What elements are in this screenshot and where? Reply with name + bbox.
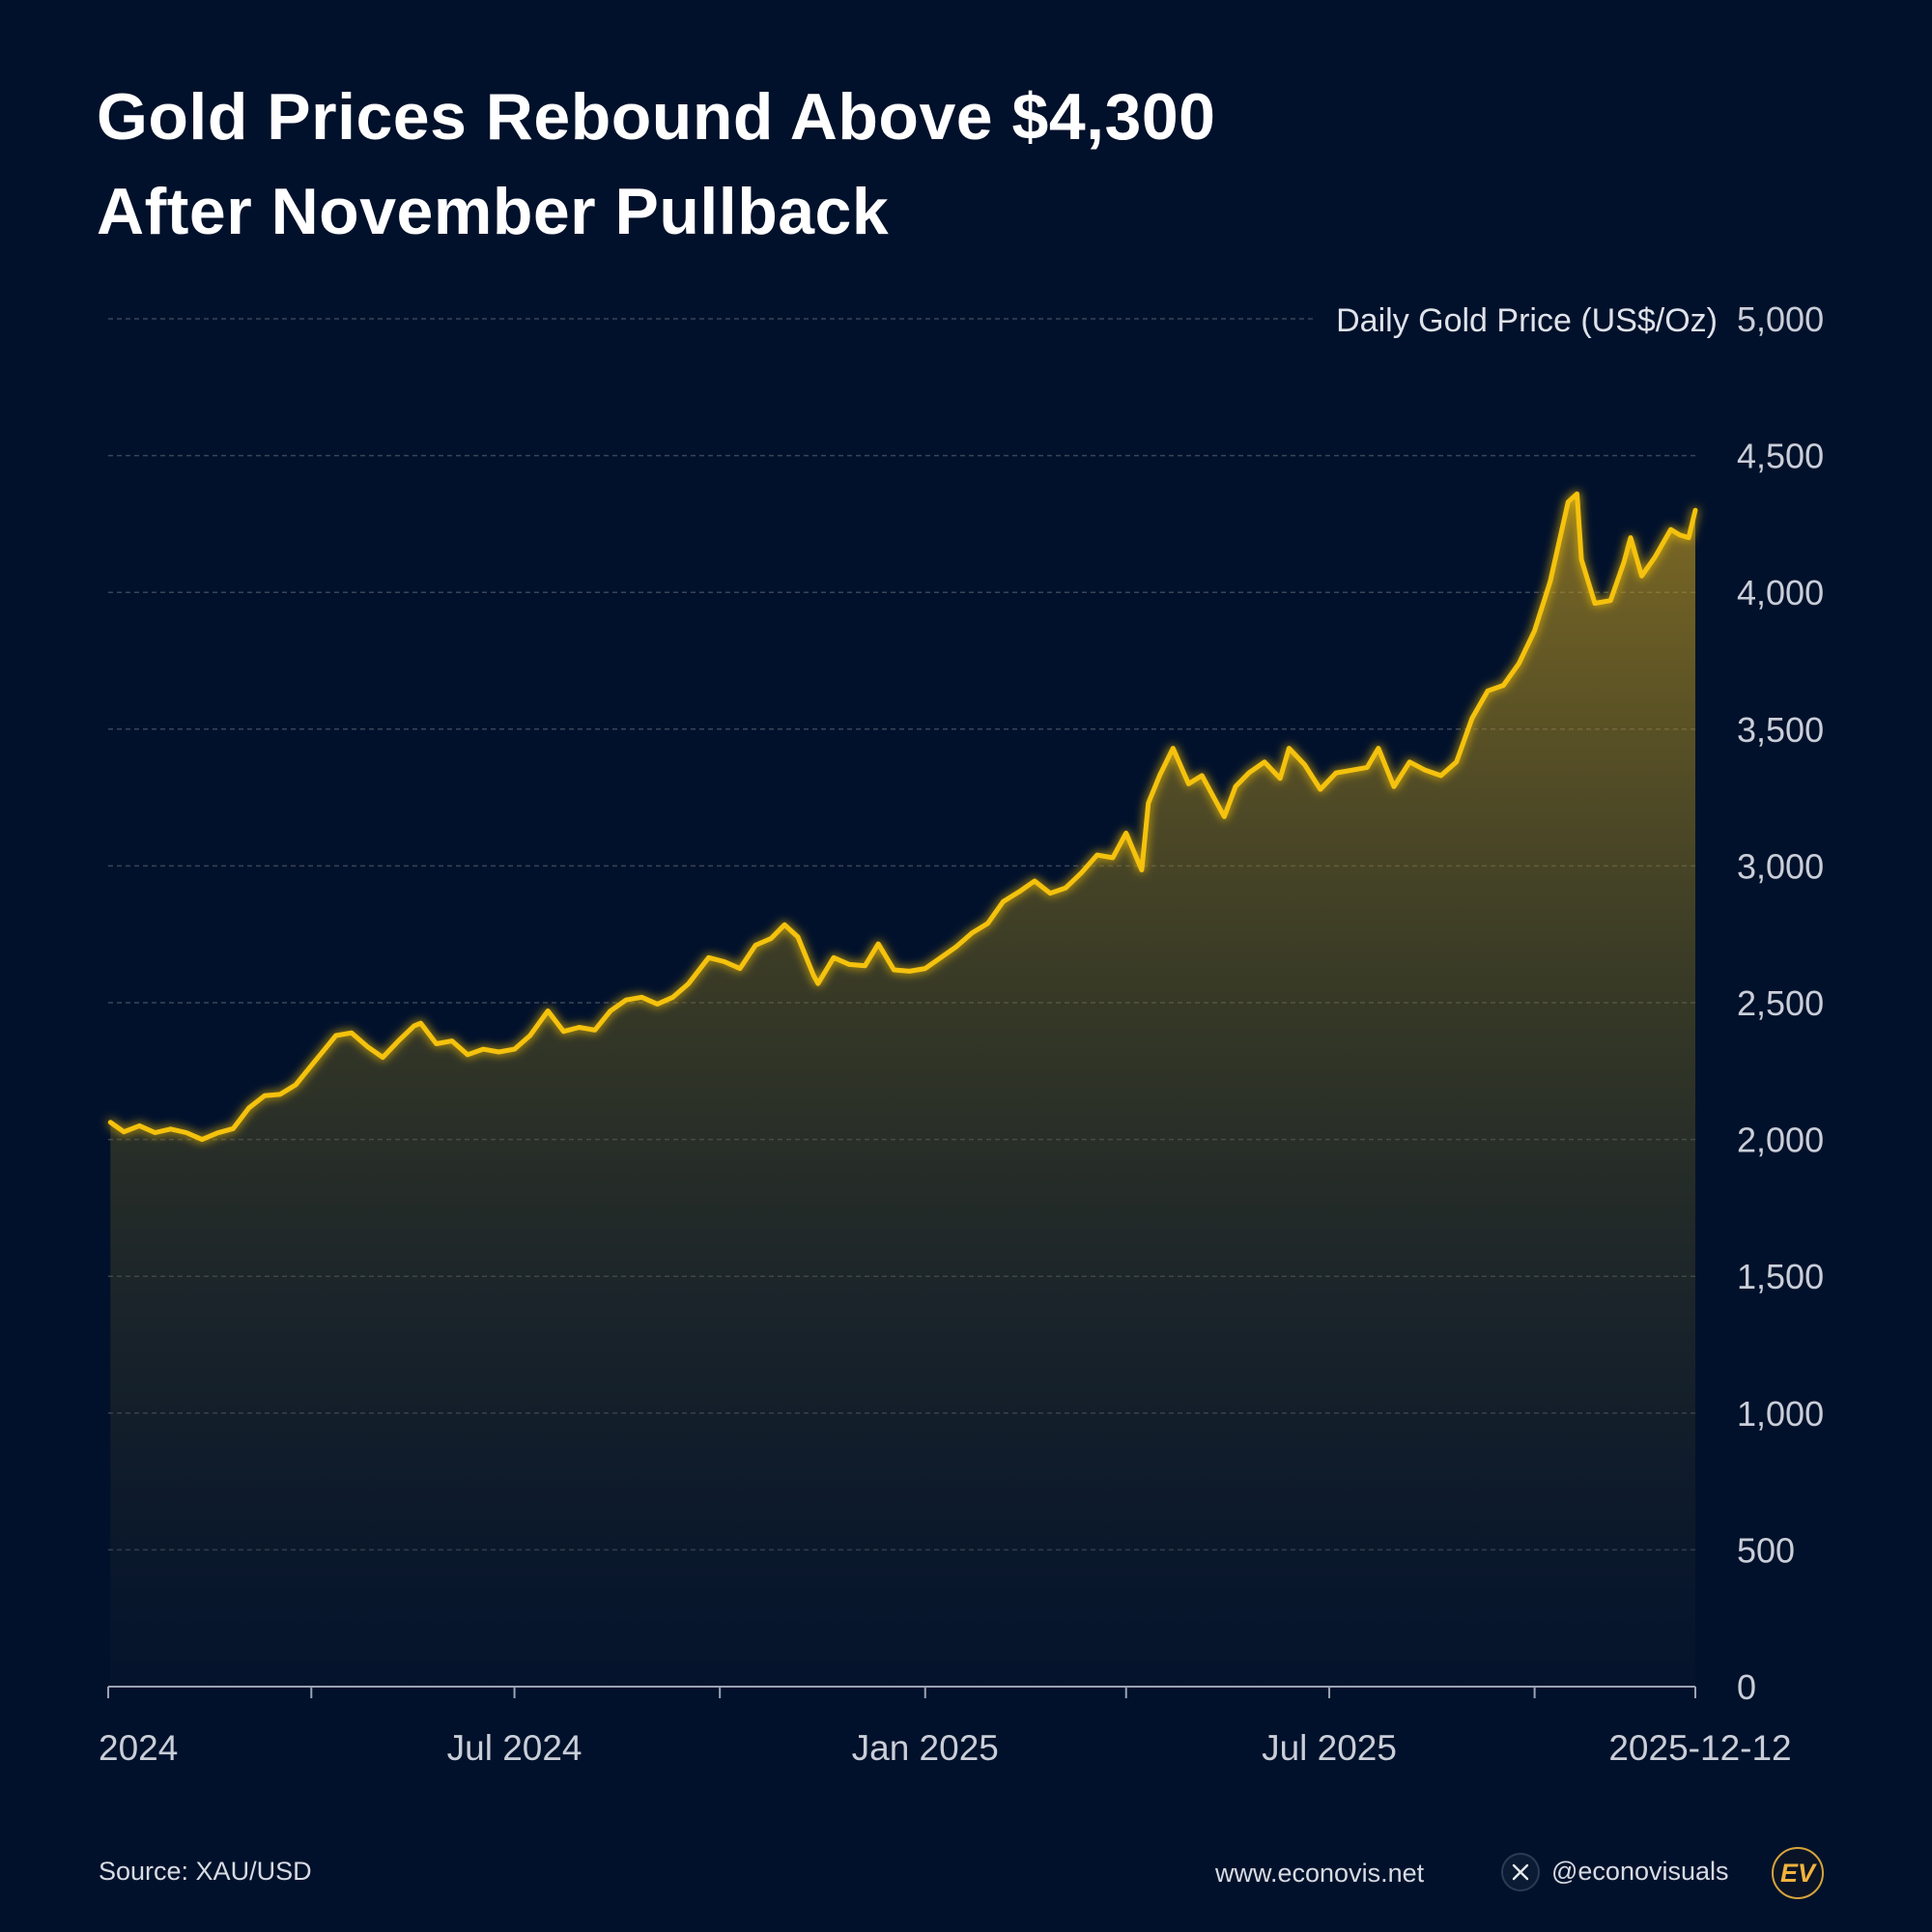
x-logo-icon[interactable] [1501, 1853, 1540, 1891]
series-line-xau-usd [107, 491, 1698, 1143]
y-tick-label: 4,500 [1737, 437, 1824, 476]
y-tick-label: 4,000 [1737, 573, 1824, 612]
y-tick-label: 5,000 [1737, 299, 1824, 339]
y-tick-label: 1,000 [1737, 1394, 1824, 1434]
y-tick-label: 1,500 [1737, 1257, 1824, 1296]
x-tick-label: 2025-12-12 [1608, 1728, 1791, 1768]
y-tick-label: 2,000 [1737, 1121, 1824, 1160]
y-tick-label: 3,000 [1737, 846, 1824, 886]
y-axis-title: Daily Gold Price (US$/Oz) [1336, 302, 1718, 339]
source-note: Source: XAU/USD [99, 1857, 312, 1886]
y-tick-label: 0 [1737, 1667, 1756, 1707]
x-tick-label: Jul 2025 [1262, 1728, 1397, 1768]
social-handle[interactable]: @econovisuals [1551, 1857, 1729, 1886]
ev-logo-text: EV [1779, 1859, 1816, 1888]
chart-title-line-2: After November Pullback [97, 175, 890, 248]
axis-labels: Daily Gold Price (US$/Oz) [1336, 302, 1718, 339]
area-layer [107, 491, 1698, 1688]
x-tick-label: Jul 2024 [447, 1728, 582, 1768]
x-tick-label: 2024 [99, 1728, 178, 1768]
y-axis: 0 500 1,000 1,500 2,000 2,500 3,000 3,500 4,000 4… [1737, 299, 1824, 1707]
chart-title-line-1: Gold Prices Rebound Above $4,300 [97, 80, 1216, 154]
area-fill [110, 494, 1695, 1688]
x-axis: 2024 Jul 2024 Jan 2025 Jul 2025 2025-12-12 [99, 1686, 1792, 1768]
y-tick-label: 3,500 [1737, 710, 1824, 750]
y-tick-label: 2,500 [1737, 983, 1824, 1023]
ev-logo-icon: EV [1772, 1847, 1824, 1899]
chart-title: Gold Prices Rebound Above $4,300 After N… [97, 70, 1216, 259]
x-tick-label: Jan 2025 [852, 1728, 999, 1768]
website-link[interactable]: www.econovis.net [1215, 1859, 1425, 1888]
y-tick-label: 500 [1737, 1530, 1795, 1570]
